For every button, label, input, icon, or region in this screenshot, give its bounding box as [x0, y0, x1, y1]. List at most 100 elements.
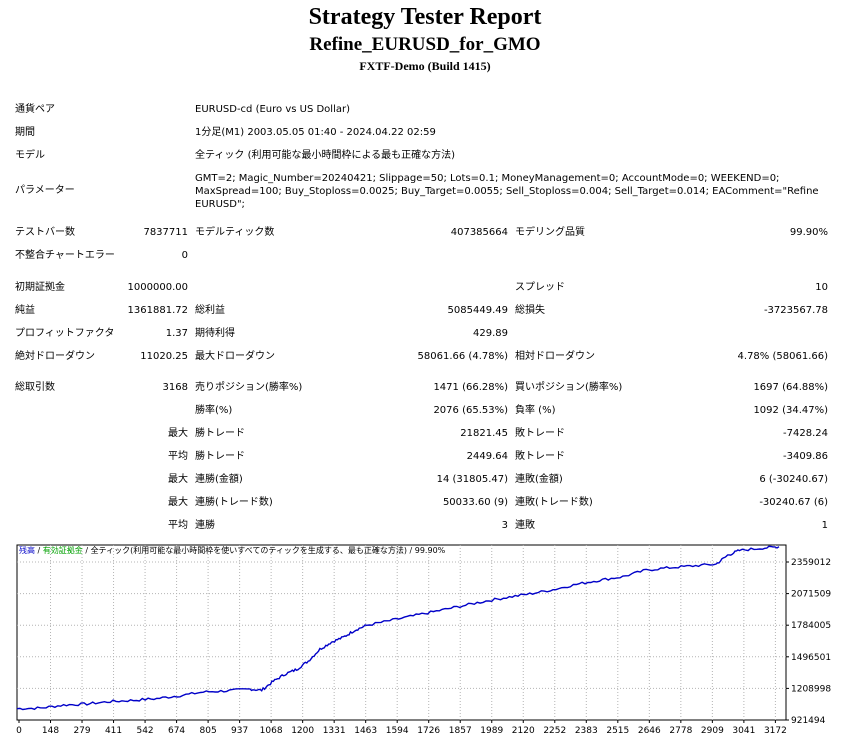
- profit-factor-value: 1.37: [165, 328, 188, 339]
- x-tick-label: 542: [136, 726, 153, 736]
- params-line3: EURUSD";: [195, 199, 245, 210]
- params-line1: GMT=2; Magic_Number=20240421; Slippage=5…: [195, 173, 780, 184]
- y-tick-label: 921494: [791, 716, 826, 726]
- x-tick-label: 2252: [543, 726, 566, 736]
- max-drawdown-label: 最大ドローダウン: [195, 351, 275, 362]
- pair-value: EURUSD-cd (Euro vs US Dollar): [195, 104, 350, 115]
- x-tick-label: 279: [73, 726, 90, 736]
- legend-sep-2: /: [82, 546, 91, 555]
- long-positions-label: 買いポジション(勝率%): [515, 382, 623, 393]
- x-tick-label: 1200: [291, 726, 314, 736]
- ticks-label: モデルティック数: [195, 227, 275, 238]
- x-tick-label: 3041: [732, 726, 755, 736]
- period-label: 期間: [15, 127, 35, 138]
- max-cons-losses-label: 連敗(金額): [515, 474, 563, 485]
- quality-label: モデリング品質: [515, 227, 585, 238]
- loss-rate-value: 1092 (34.47%): [753, 405, 828, 416]
- y-tick-label: 1496501: [791, 653, 831, 663]
- avg-cons-losses-label: 連敗: [515, 520, 535, 531]
- x-tick-label: 2778: [669, 726, 692, 736]
- deposit-label: 初期証拠金: [15, 282, 65, 293]
- expected-payoff-label: 期待利得: [195, 328, 235, 339]
- avg-loss-value: -3409.86: [783, 451, 828, 462]
- x-tick-label: 2120: [512, 726, 535, 736]
- abs-drawdown-label: 絶対ドローダウン: [15, 351, 95, 362]
- balance-chart: 0 148 279 411 542 674 805 937 1068 1200 1331 1463 15…: [16, 544, 831, 736]
- ticks-value: 407385664: [450, 227, 508, 238]
- y-tick-label: 2071509: [791, 590, 831, 600]
- profit-factor-label: プロフィットファクタ: [15, 328, 115, 339]
- y-tick-label: 1784005: [791, 621, 831, 631]
- net-profit-label: 純益: [15, 305, 35, 316]
- largest-loss-label: 敗トレード: [515, 428, 565, 439]
- avg-cons-wins-label: 連勝: [195, 520, 215, 531]
- mismatch-label: 不整合チャートエラー: [15, 250, 115, 261]
- pair-label: 通貨ペア: [15, 104, 55, 115]
- x-tick-label: 2515: [606, 726, 629, 736]
- x-tick-label: 1594: [386, 726, 409, 736]
- legend-sep-1: /: [35, 546, 43, 555]
- deposit-value: 1000000.00: [127, 282, 188, 293]
- x-tick-label: 937: [231, 726, 248, 736]
- legend-quality: / 99.90%: [406, 546, 446, 555]
- balance-line: [16, 545, 780, 711]
- rel-drawdown-value: 4.78% (58061.66): [737, 351, 828, 362]
- max-cons-wins-label: 連勝(金額): [195, 474, 243, 485]
- avg-loss-label: 敗トレード: [515, 451, 565, 462]
- win-rate-value: 2076 (65.53%): [433, 405, 508, 416]
- report-title: Strategy Tester Report: [308, 4, 542, 30]
- long-positions-value: 1697 (64.88%): [753, 382, 828, 393]
- plot-frame: [16, 544, 787, 721]
- gross-loss-value: -3723567.78: [763, 305, 828, 316]
- params-label: パラメーター: [15, 185, 75, 196]
- largest-win-value: 21821.45: [460, 428, 508, 439]
- x-tick-label: 2646: [638, 726, 661, 736]
- x-tick-label: 805: [200, 726, 217, 736]
- model-value: 全ティック (利用可能な最小時間枠による最も正確な方法): [195, 150, 456, 161]
- max-cons-word: 最大: [168, 474, 188, 485]
- mismatch-value: 0: [181, 250, 188, 261]
- chart-legend: 残高 / 有効証拠金 / 全ティック(利用可能な最小時間枠を使いすべてのティック…: [19, 545, 445, 556]
- largest-loss-value: -7428.24: [783, 428, 828, 439]
- report-build: FXTF-Demo (Build 1415): [359, 59, 491, 73]
- total-trades-label: 総取引数: [15, 382, 55, 393]
- x-tick-label: 2909: [701, 726, 724, 736]
- average-word: 平均: [168, 451, 188, 462]
- x-tick-label: 411: [105, 726, 122, 736]
- gross-loss-label: 総損失: [515, 305, 545, 316]
- x-tick-label: 148: [42, 726, 59, 736]
- model-label: モデル: [15, 150, 45, 161]
- legend-balance: 残高: [19, 546, 35, 555]
- max-drawdown-value: 58061.66 (4.78%): [417, 351, 508, 362]
- avg-win-label: 勝トレード: [195, 451, 245, 462]
- avg-cons-losses-value: 1: [821, 520, 828, 531]
- y-tick-label: 2359012: [791, 558, 831, 568]
- expected-payoff-value: 429.89: [473, 328, 508, 339]
- y-tick-label: 1208998: [791, 684, 831, 694]
- short-positions-label: 売りポジション(勝率%): [195, 382, 303, 393]
- x-tick-label: 3172: [764, 726, 787, 736]
- total-trades-value: 3168: [162, 382, 188, 393]
- x-tick-label: 674: [168, 726, 185, 736]
- max-cons-profit-label: 連勝(トレード数): [195, 497, 273, 508]
- gross-profit-value: 5085449.49: [447, 305, 508, 316]
- legend-model: 全ティック(利用可能な最小時間枠を使いすべてのティックを生成する、最も正確な方法…: [90, 546, 407, 555]
- avg-win-value: 2449.64: [466, 451, 508, 462]
- max-cons-loss-label: 連敗(トレード数): [515, 497, 593, 508]
- x-tick-label: 1068: [260, 726, 283, 736]
- bars-value: 7837711: [143, 227, 188, 238]
- avg-cons-wins-value: 3: [501, 520, 508, 531]
- avg-cons-word: 平均: [168, 520, 188, 531]
- max-cons-losses-value: 6 (-30240.67): [759, 474, 828, 485]
- x-tick-label: 1463: [354, 726, 377, 736]
- net-profit-value: 1361881.72: [127, 305, 188, 316]
- win-rate-label: 勝率(%): [195, 405, 233, 416]
- spread-label: スプレッド: [515, 282, 565, 293]
- legend-equity: 有効証拠金: [42, 546, 83, 555]
- max-cons-profit-value: 50033.60 (9): [442, 497, 508, 508]
- spread-value: 10: [815, 282, 828, 293]
- gross-profit-label: 総利益: [195, 305, 225, 316]
- x-tick-label: 1989: [480, 726, 503, 736]
- report-subtitle: Refine_EURUSD_for_GMO: [309, 34, 541, 55]
- largest-win-label: 勝トレード: [195, 428, 245, 439]
